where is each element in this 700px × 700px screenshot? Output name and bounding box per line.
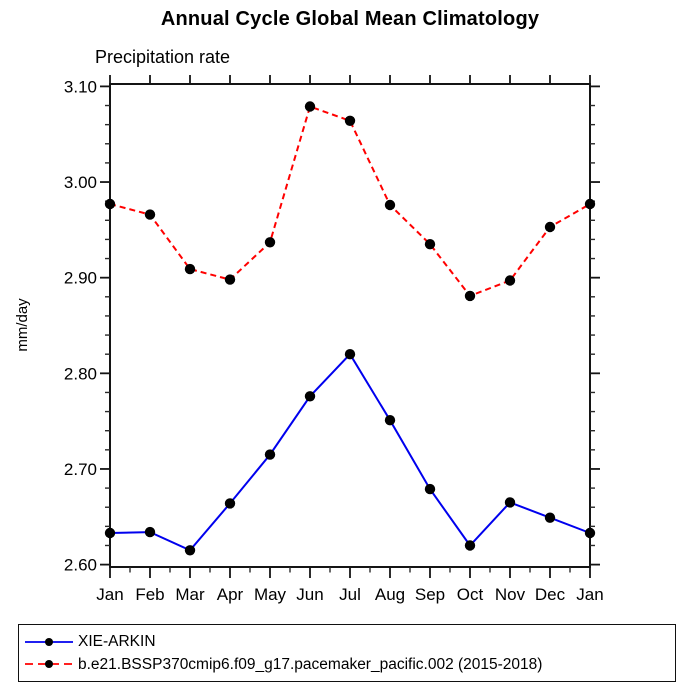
data-point-marker xyxy=(144,209,156,220)
plot-area: 2.60 2.70 2.80 2.90 3.00 3.10 Jan Feb Mar Apr May J… xyxy=(14,75,604,604)
x-tick-label: Sep xyxy=(415,585,445,604)
data-point-marker xyxy=(224,274,236,285)
x-tick-label: Aug xyxy=(375,585,405,604)
data-point-marker xyxy=(304,391,316,402)
x-tick-label: Apr xyxy=(217,585,244,604)
legend-marker-dot xyxy=(45,660,53,669)
legend-marker-dot xyxy=(45,637,53,646)
legend-box: XIE-ARKIN b.e21.BSSP370cmip6.f09_g17.pac… xyxy=(18,624,676,682)
x-tick-label: Dec xyxy=(535,585,566,604)
data-point-marker xyxy=(544,221,556,233)
data-point-marker xyxy=(264,237,276,248)
data-point-marker xyxy=(224,498,236,509)
y-tick-label: 2.60 xyxy=(64,556,97,575)
data-point-marker xyxy=(184,263,196,275)
x-tick-label: Nov xyxy=(495,585,526,604)
data-point-marker xyxy=(584,527,596,539)
legend-line-sample-dashed xyxy=(25,660,73,669)
x-tick-label: May xyxy=(254,585,287,604)
data-point-marker xyxy=(104,198,116,210)
data-point-marker xyxy=(384,415,396,426)
legend-label-xie-arkin: XIE-ARKIN xyxy=(78,633,156,650)
data-point-marker xyxy=(344,115,356,127)
legend-entry-xie-arkin: XIE-ARKIN xyxy=(23,634,675,650)
y-tick-label: 2.80 xyxy=(64,364,97,383)
data-point-marker xyxy=(304,101,316,112)
x-tick-label: Jul xyxy=(339,585,361,604)
data-point-marker xyxy=(584,198,596,210)
data-point-marker xyxy=(544,512,556,523)
plot-border xyxy=(109,83,591,568)
data-point-marker xyxy=(144,526,156,538)
data-point-marker xyxy=(504,497,516,508)
series-line-xie-arkin xyxy=(109,352,591,552)
data-point-marker xyxy=(104,527,116,539)
x-tick-label: Jun xyxy=(296,585,323,604)
legend-entry-model: b.e21.BSSP370cmip6.f09_g17.pacemaker_pac… xyxy=(23,655,675,673)
series-line-model xyxy=(109,105,591,298)
y-tick-label: 2.90 xyxy=(64,269,97,288)
legend-line-sample-solid xyxy=(25,637,73,646)
data-point-marker xyxy=(424,239,436,250)
data-point-marker xyxy=(504,275,516,286)
data-point-marker xyxy=(464,290,476,302)
data-point-marker xyxy=(384,199,396,211)
data-point-marker xyxy=(344,349,356,360)
y-tick-label: 3.00 xyxy=(64,173,97,192)
y-tick-label: 3.10 xyxy=(64,77,97,96)
x-tick-label: Jan xyxy=(576,585,603,604)
x-tick-label: Oct xyxy=(457,585,484,604)
data-point-marker xyxy=(184,545,196,556)
legend-label-model: b.e21.BSSP370cmip6.f09_g17.pacemaker_pac… xyxy=(78,655,543,673)
data-point-marker xyxy=(264,449,276,460)
y-tick-label: 2.70 xyxy=(64,460,97,479)
data-point-marker xyxy=(424,483,436,495)
chart-title: Annual Cycle Global Mean Climatology xyxy=(160,8,540,30)
y-axis-label: mm/day xyxy=(14,298,31,352)
chart-subtitle: Precipitation rate xyxy=(95,47,231,67)
x-tick-label: Jan xyxy=(96,585,123,604)
data-point-marker xyxy=(464,540,476,551)
x-tick-label: Feb xyxy=(135,585,164,604)
x-tick-label: Mar xyxy=(175,585,205,604)
